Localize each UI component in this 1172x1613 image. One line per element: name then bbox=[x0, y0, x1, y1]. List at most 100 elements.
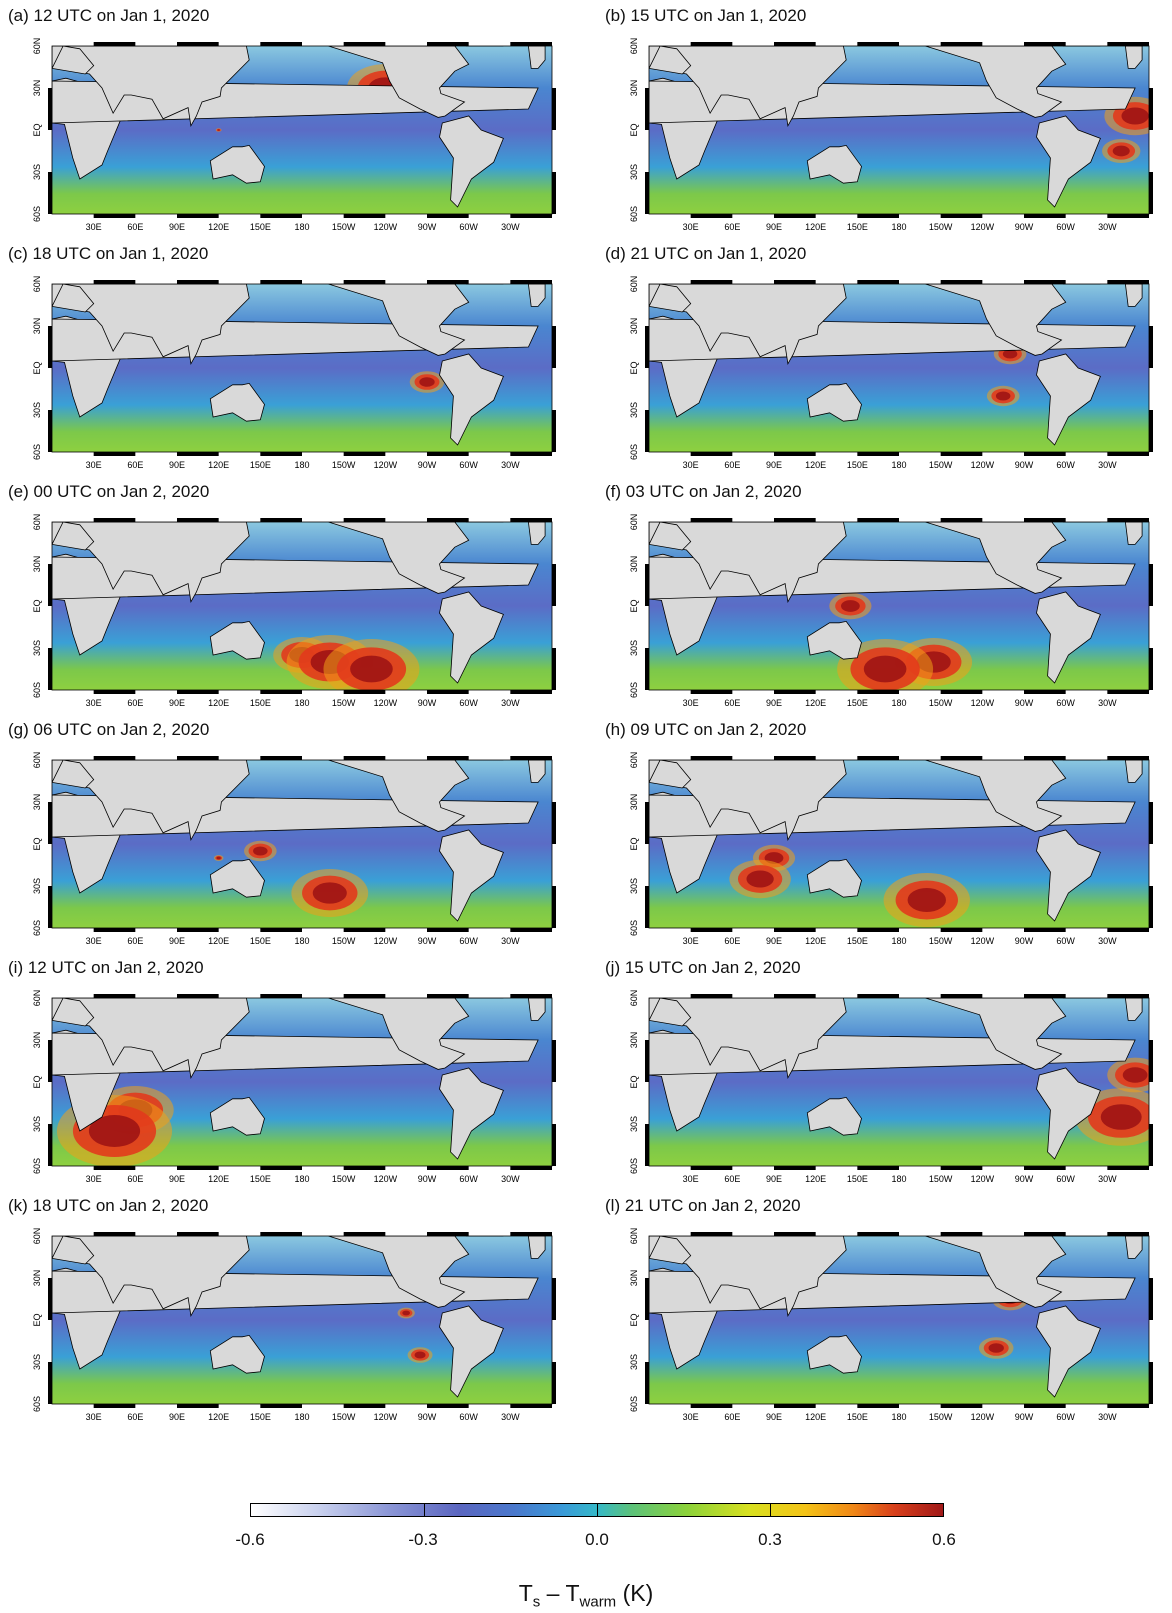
border-segment bbox=[510, 1404, 552, 1408]
lon-label: 30W bbox=[1098, 222, 1117, 232]
border-segment bbox=[857, 452, 899, 456]
lat-label: 60N bbox=[32, 1228, 42, 1245]
lon-label: 150W bbox=[332, 698, 356, 708]
border-segment bbox=[1024, 1404, 1066, 1408]
border-segment bbox=[857, 690, 899, 694]
lat-label: 60S bbox=[32, 206, 42, 222]
lon-label: 180 bbox=[294, 1412, 309, 1422]
land-mass bbox=[328, 284, 470, 356]
panel-title: (h) 09 UTC on Jan 2, 2020 bbox=[605, 720, 807, 739]
map-panel: (f) 03 UTC on Jan 2, 2020 60N 30N EQ 30S 60S 3… bbox=[605, 482, 1165, 716]
border-segment bbox=[260, 280, 302, 284]
border-segment bbox=[552, 172, 556, 214]
land-mass bbox=[649, 46, 847, 128]
lat-label: 60N bbox=[629, 1228, 639, 1245]
border-segment bbox=[940, 1404, 983, 1408]
border-segment bbox=[1149, 1124, 1153, 1166]
lon-label: 150E bbox=[847, 460, 868, 470]
border-segment bbox=[552, 326, 556, 368]
land-mass bbox=[1036, 353, 1101, 446]
border-segment bbox=[1107, 452, 1149, 456]
lon-label: 150W bbox=[332, 936, 356, 946]
border-segment bbox=[177, 452, 219, 456]
border-segment bbox=[940, 994, 983, 998]
anomaly-hotspot bbox=[863, 655, 907, 683]
land-mass bbox=[649, 998, 847, 1080]
border-segment bbox=[774, 518, 816, 522]
anomaly-hotspot bbox=[746, 870, 774, 888]
lon-label: 30E bbox=[683, 222, 699, 232]
lon-label: 150E bbox=[250, 1174, 271, 1184]
lat-label: 60S bbox=[32, 920, 42, 936]
border-segment bbox=[940, 452, 983, 456]
border-segment bbox=[427, 1404, 469, 1408]
lon-label: 120E bbox=[805, 1174, 826, 1184]
lat-label: 30S bbox=[629, 1116, 639, 1132]
lon-label: 30E bbox=[86, 1174, 102, 1184]
colorbar bbox=[250, 1503, 944, 1517]
border-segment bbox=[774, 214, 816, 218]
land-mass bbox=[439, 1305, 504, 1398]
border-segment bbox=[177, 1404, 219, 1408]
lon-label: 60E bbox=[724, 460, 740, 470]
lon-label: 30E bbox=[683, 698, 699, 708]
lon-label: 180 bbox=[891, 1412, 906, 1422]
border-segment bbox=[857, 214, 899, 218]
land-mass bbox=[649, 522, 847, 604]
lon-label: 180 bbox=[891, 1174, 906, 1184]
lon-label: 180 bbox=[294, 460, 309, 470]
lon-label: 150E bbox=[250, 460, 271, 470]
lat-label: 30S bbox=[32, 640, 42, 656]
lat-label: 30N bbox=[32, 794, 42, 811]
border-segment bbox=[177, 690, 219, 694]
lon-label: 150E bbox=[847, 936, 868, 946]
land-mass bbox=[209, 1096, 265, 1136]
border-segment bbox=[510, 214, 552, 218]
land-mass bbox=[925, 760, 1067, 832]
border-segment bbox=[774, 452, 816, 456]
lat-label: EQ bbox=[629, 361, 639, 374]
colorbar-title: Ts – Twarm (K) bbox=[0, 1580, 1172, 1611]
border-segment bbox=[510, 994, 552, 998]
lon-label: 120W bbox=[374, 222, 398, 232]
land-mass bbox=[52, 46, 250, 128]
border-segment bbox=[645, 410, 649, 452]
lon-label: 120W bbox=[374, 1174, 398, 1184]
land-mass bbox=[649, 284, 692, 313]
world-map: 60N 30N EQ 30S 60S 30E 60E 90E 120E 150E 180 150W 12… bbox=[32, 276, 556, 470]
land-mass bbox=[527, 760, 546, 783]
border-segment bbox=[343, 756, 386, 760]
land-mass bbox=[649, 46, 692, 75]
lon-label: 180 bbox=[294, 1174, 309, 1184]
land-mass bbox=[649, 760, 847, 842]
lon-label: 90E bbox=[169, 1174, 185, 1184]
land-mass bbox=[1124, 46, 1143, 69]
border-segment bbox=[1024, 1232, 1066, 1236]
lon-label: 60W bbox=[1056, 1174, 1075, 1184]
border-segment bbox=[177, 928, 219, 932]
colorbar-title-sub-warm: warm bbox=[579, 1593, 617, 1611]
border-segment bbox=[343, 280, 386, 284]
lon-label: 120W bbox=[374, 698, 398, 708]
border-segment bbox=[1107, 756, 1149, 760]
lon-label: 180 bbox=[294, 222, 309, 232]
border-segment bbox=[1024, 280, 1066, 284]
lat-label: 60N bbox=[32, 38, 42, 55]
border-segment bbox=[857, 756, 899, 760]
anomaly-hotspot bbox=[216, 856, 221, 860]
lat-label: 60N bbox=[32, 990, 42, 1007]
border-segment bbox=[93, 1404, 136, 1408]
lon-label: 60W bbox=[1056, 698, 1075, 708]
lon-label: 30W bbox=[501, 460, 520, 470]
border-segment bbox=[177, 518, 219, 522]
lon-label: 180 bbox=[891, 698, 906, 708]
lat-label: 60S bbox=[32, 682, 42, 698]
colorbar-label: 0.6 bbox=[932, 1530, 956, 1549]
lon-label: 30W bbox=[1098, 936, 1117, 946]
anomaly-hotspot bbox=[312, 882, 347, 904]
border-segment bbox=[645, 648, 649, 690]
lon-label: 90W bbox=[418, 936, 437, 946]
border-segment bbox=[1024, 756, 1066, 760]
border-segment bbox=[1107, 690, 1149, 694]
anomaly-hotspot bbox=[1100, 1104, 1142, 1130]
